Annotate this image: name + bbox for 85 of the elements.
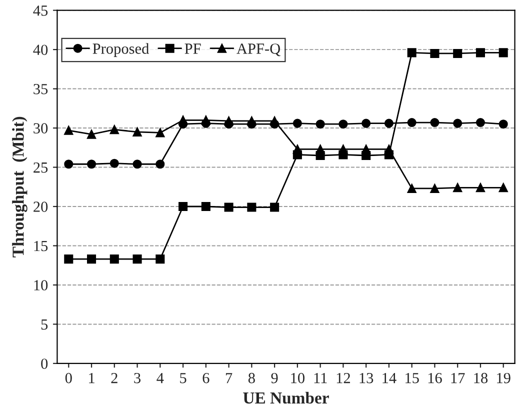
point xyxy=(362,118,371,128)
point xyxy=(64,160,74,169)
point xyxy=(64,254,74,264)
point xyxy=(270,120,280,129)
point xyxy=(407,118,416,128)
x-tick-label: 19 xyxy=(497,372,510,384)
point xyxy=(407,184,416,193)
point xyxy=(362,150,371,160)
x-tick-label: 7 xyxy=(226,373,232,384)
x-tick-label: 8 xyxy=(248,372,255,384)
point xyxy=(156,254,165,264)
x-tick-label: 14 xyxy=(382,372,396,384)
x-tick-label: 0 xyxy=(65,372,72,384)
y-tick-label: 25 xyxy=(34,162,48,173)
point xyxy=(270,202,280,212)
point xyxy=(430,184,440,193)
point xyxy=(338,120,348,129)
point xyxy=(384,150,394,160)
y-tick-label: 35 xyxy=(34,84,48,94)
point xyxy=(453,118,462,128)
point xyxy=(430,118,440,128)
point xyxy=(498,48,508,58)
x-tick-label: 2 xyxy=(111,372,118,384)
point xyxy=(178,120,188,129)
point xyxy=(430,48,440,58)
x-tick-label: 18 xyxy=(474,372,488,384)
point xyxy=(224,202,234,212)
point xyxy=(87,254,96,264)
y-tick-label: 40 xyxy=(33,44,48,56)
x-tick-label: 1 xyxy=(89,372,94,384)
y-axis-title: Throughput (Mbit) xyxy=(12,116,28,258)
y-tick-label: 20 xyxy=(34,202,48,212)
legend-label: Proposed xyxy=(92,43,150,57)
y-tick-label: 5 xyxy=(41,320,48,330)
point xyxy=(292,150,302,160)
x-tick-label: 12 xyxy=(336,372,350,384)
point xyxy=(132,127,142,136)
point xyxy=(132,254,142,264)
x-tick-label: 16 xyxy=(428,372,442,384)
x-tick-label: 15 xyxy=(406,372,419,384)
y-tick-label: 0 xyxy=(41,358,48,369)
x-tick-label: 13 xyxy=(360,372,374,384)
point xyxy=(87,130,96,139)
point xyxy=(201,202,210,212)
point xyxy=(87,160,96,169)
point xyxy=(476,48,485,58)
x-tick-label: 10 xyxy=(291,372,304,384)
point xyxy=(201,118,210,128)
point xyxy=(156,160,165,169)
point xyxy=(132,160,142,169)
point xyxy=(453,183,462,192)
point xyxy=(338,150,348,160)
point xyxy=(476,118,485,128)
point xyxy=(110,158,119,168)
point xyxy=(316,120,325,129)
x-tick-label: 9 xyxy=(271,372,278,384)
y-tick-label: 10 xyxy=(34,280,48,290)
point xyxy=(453,48,462,58)
legend-label: PF xyxy=(184,44,201,54)
x-tick-label: 11 xyxy=(314,372,327,384)
x-tick-label: 3 xyxy=(134,372,141,384)
point xyxy=(110,125,119,134)
point xyxy=(110,254,119,264)
legend-label: APF-Q xyxy=(236,44,280,56)
point xyxy=(247,120,256,129)
y-tick-label: 30 xyxy=(34,123,48,134)
point xyxy=(316,150,325,160)
x-tick-label: 5 xyxy=(180,373,186,384)
point xyxy=(64,126,74,135)
x-tick-label: 4 xyxy=(156,373,164,384)
x-tick-label: 6 xyxy=(202,372,210,384)
point xyxy=(156,128,165,138)
y-tick-label: 15 xyxy=(34,240,48,252)
point xyxy=(178,202,188,212)
point xyxy=(292,118,302,128)
point xyxy=(384,118,394,128)
point xyxy=(247,202,256,212)
x-axis-title: UE Number xyxy=(243,392,329,404)
point xyxy=(224,120,234,129)
y-tick-label: 45 xyxy=(33,6,48,16)
x-tick-label: 17 xyxy=(451,372,465,384)
point xyxy=(407,48,416,58)
point xyxy=(498,120,508,129)
point xyxy=(498,183,508,192)
point xyxy=(476,183,485,192)
